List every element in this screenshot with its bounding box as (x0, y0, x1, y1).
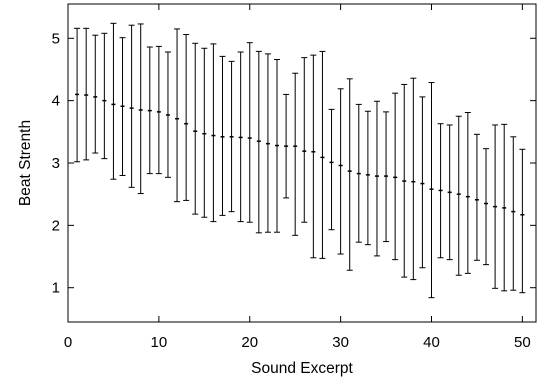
error-bar (110, 22, 117, 180)
error-bar (219, 55, 226, 216)
x-tick-label: 0 (64, 334, 72, 351)
error-bar (283, 93, 290, 199)
error-bar (428, 82, 435, 299)
error-bars (74, 22, 526, 299)
y-tick-label: 4 (52, 93, 60, 110)
error-bar (101, 32, 108, 160)
error-bar (83, 27, 90, 161)
y-axis-label: Beat Strenth (17, 120, 34, 206)
error-bar (492, 124, 499, 289)
error-bar (501, 123, 508, 292)
error-bar (92, 34, 99, 154)
error-bar (146, 46, 153, 175)
x-tick-label: 50 (514, 334, 531, 351)
error-bar (410, 77, 417, 281)
y-tick-label: 1 (52, 280, 60, 297)
error-bar (255, 50, 262, 234)
error-bar (483, 148, 490, 266)
error-bar (310, 54, 317, 259)
error-bar (192, 42, 199, 215)
error-bar (464, 111, 471, 274)
error-bar (510, 136, 517, 291)
error-bar (292, 72, 299, 236)
error-bar (264, 53, 271, 233)
error-bar (246, 42, 253, 223)
axis-ticks (67, 4, 536, 322)
y-tick-label: 2 (52, 217, 60, 234)
error-bar (437, 123, 444, 259)
x-tick-label: 30 (332, 334, 349, 351)
error-bar (473, 133, 480, 261)
x-axis-label: Sound Excerpt (251, 360, 353, 377)
error-bar (128, 24, 135, 188)
error-bar (337, 88, 344, 255)
error-bar (174, 28, 181, 203)
error-bar (364, 110, 371, 246)
error-bar (201, 47, 208, 218)
error-bar (183, 34, 190, 201)
error-bar (392, 92, 399, 261)
error-bar (401, 83, 408, 278)
y-tick-label: 3 (52, 155, 60, 172)
error-bar (137, 23, 144, 195)
error-bar (373, 100, 380, 257)
x-tick-label: 10 (151, 334, 168, 351)
error-bar (164, 51, 171, 178)
error-bar (119, 37, 126, 176)
error-bar (419, 96, 426, 269)
plot-frame (67, 3, 537, 323)
x-tick-label: 40 (423, 334, 440, 351)
y-tick-label: 5 (52, 30, 60, 47)
error-bar (228, 60, 235, 213)
error-bar (210, 43, 217, 223)
error-bar (383, 111, 390, 243)
error-bar (237, 51, 244, 223)
error-bar (274, 58, 281, 233)
error-bar (155, 45, 162, 175)
error-bar (74, 27, 81, 163)
error-bar (346, 78, 353, 271)
error-bar (446, 124, 453, 261)
error-bar (355, 103, 362, 243)
error-bar (519, 148, 526, 294)
error-bar (301, 57, 308, 223)
error-bar (455, 115, 462, 276)
tick-labels: 0 10 20 30 40 50 1 2 3 4 5 (52, 30, 531, 351)
x-tick-label: 20 (241, 334, 258, 351)
error-bar (328, 108, 335, 231)
error-bar (319, 50, 326, 259)
